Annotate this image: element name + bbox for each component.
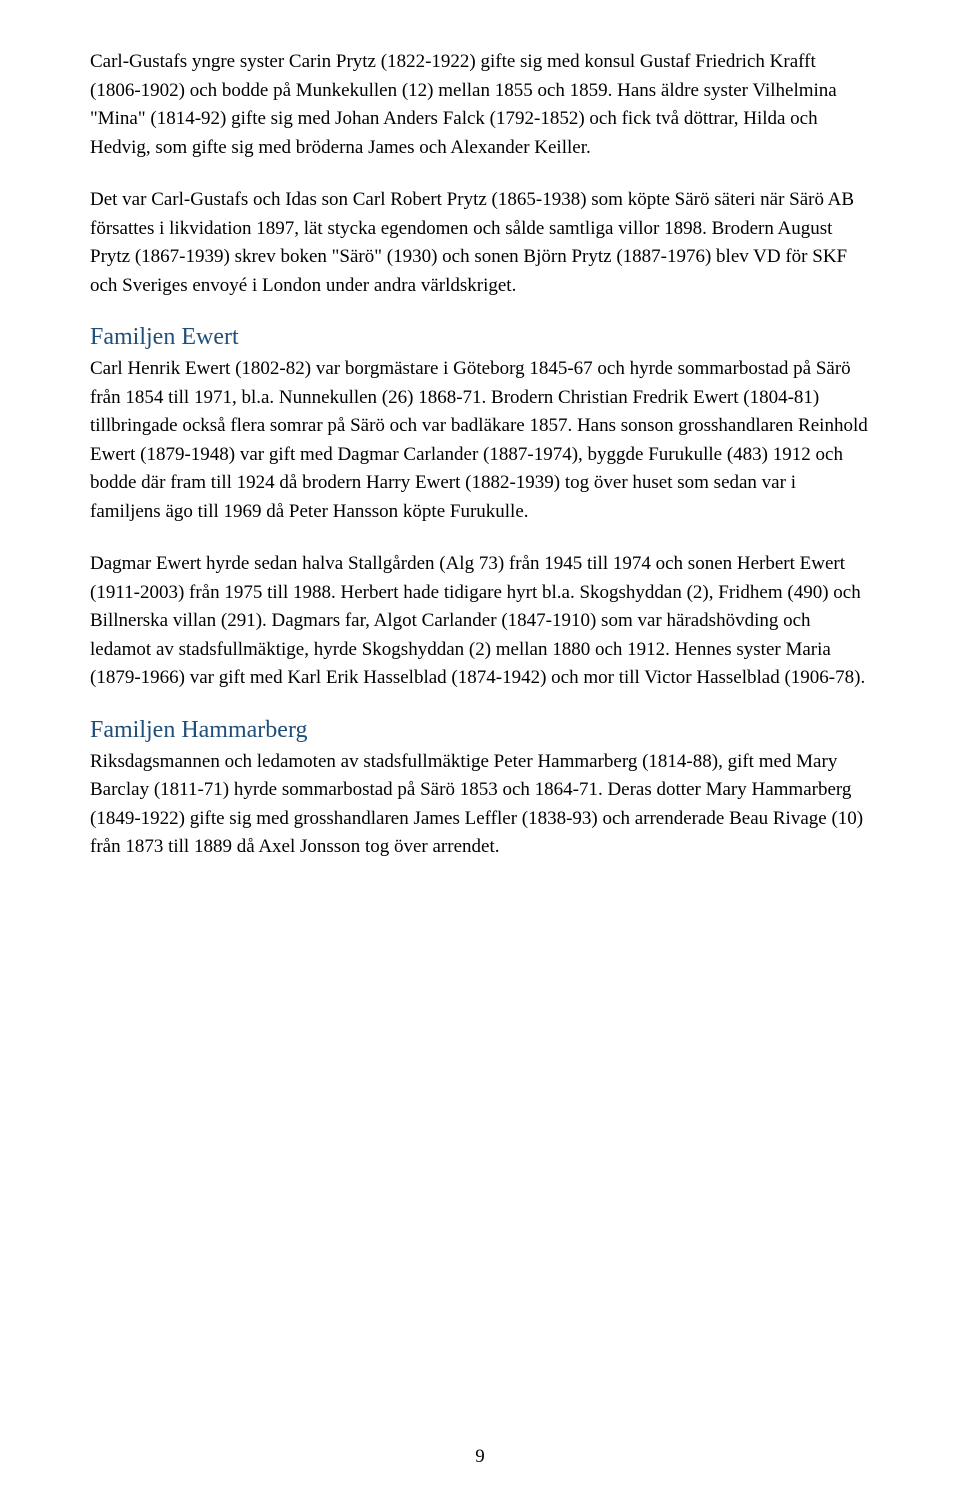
paragraph-intro-1: Carl-Gustafs yngre syster Carin Prytz (1… xyxy=(90,48,870,162)
page-number: 9 xyxy=(0,1446,960,1468)
document-page: Carl-Gustafs yngre syster Carin Prytz (1… xyxy=(0,0,960,1502)
paragraph-ewert-1: Carl Henrik Ewert (1802-82) var borgmäst… xyxy=(90,355,870,526)
section-hammarberg: Familjen Hammarberg Riksdagsmannen och l… xyxy=(90,717,870,862)
paragraph-hammarberg-1: Riksdagsmannen och ledamoten av stadsful… xyxy=(90,748,870,862)
section-ewert: Familjen Ewert Carl Henrik Ewert (1802-8… xyxy=(90,324,870,693)
heading-ewert: Familjen Ewert xyxy=(90,324,870,351)
paragraph-intro-2: Det var Carl-Gustafs och Idas son Carl R… xyxy=(90,186,870,300)
heading-hammarberg: Familjen Hammarberg xyxy=(90,717,870,744)
paragraph-ewert-2: Dagmar Ewert hyrde sedan halva Stallgård… xyxy=(90,550,870,693)
